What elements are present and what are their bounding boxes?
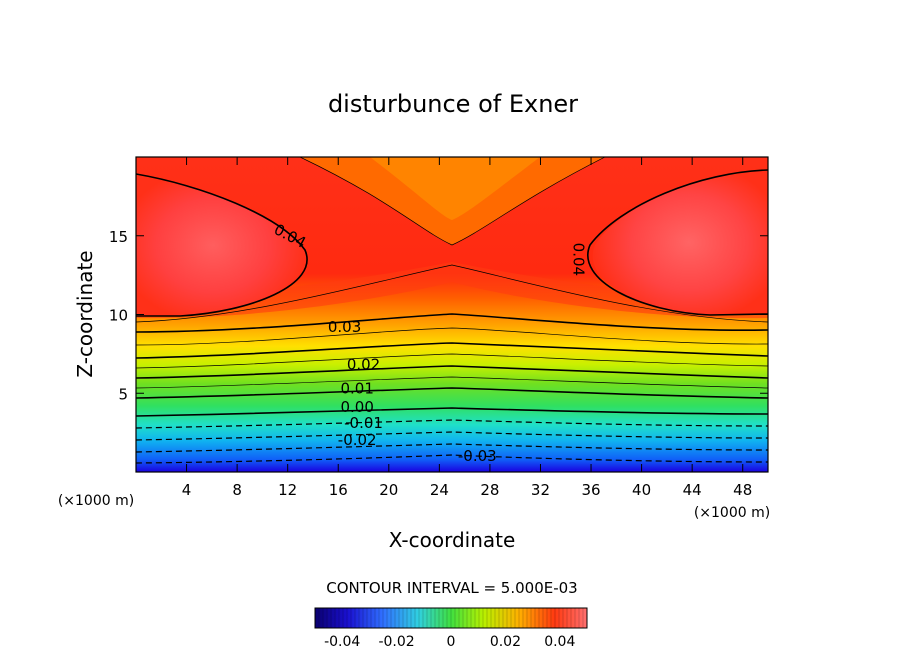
x-unit-label: (×1000 m): [58, 493, 134, 509]
contour-field: [136, 157, 768, 472]
x-tick-label: 28: [480, 481, 499, 499]
x-tick-label: 4: [182, 481, 192, 499]
y-unit-label: (×1000 m): [694, 505, 770, 521]
colorbar: -0.04 -0.02 0 0.02 0.04: [314, 607, 588, 650]
contour-label: -0.02: [338, 431, 377, 449]
x-tick-label: 40: [632, 481, 651, 499]
colorbar-tick-label: 0.02: [490, 634, 521, 650]
x-tick-label: 48: [733, 481, 752, 499]
contour-label: 0.02: [347, 356, 380, 374]
contour-label: 0.03: [328, 318, 361, 336]
x-tick-label: 36: [581, 481, 600, 499]
x-tick-label: 44: [683, 481, 702, 499]
x-tick-label: 32: [531, 481, 550, 499]
contour-interval-text: CONTOUR INTERVAL = 5.000E-03: [326, 579, 577, 597]
y-tick-label: 5: [118, 385, 128, 403]
colorbar-tick-label: -0.02: [378, 634, 414, 650]
contour-lines: [136, 157, 768, 464]
x-tick-label: 8: [232, 481, 242, 499]
contour-label: 0.00: [340, 398, 373, 416]
colorbar-tick-label: 0: [447, 634, 456, 650]
x-tick-label: 24: [430, 481, 449, 499]
y-tick-label: 10: [109, 307, 128, 325]
colorbar-tick-label: 0.04: [544, 634, 575, 650]
contour-label: -0.01: [344, 414, 383, 432]
x-tick-label: 12: [278, 481, 297, 499]
contour-label: 0.01: [340, 379, 373, 397]
x-tick-label: 20: [379, 481, 398, 499]
colorbar-tick-label: -0.04: [324, 634, 360, 650]
x-tick-label: 16: [329, 481, 348, 499]
chart-title: disturbunce of Exner: [328, 90, 578, 118]
y-axis-label: Z-coordinate: [73, 250, 97, 377]
contour-label: 0.04: [569, 243, 587, 276]
x-axis-label: X-coordinate: [389, 528, 516, 552]
contour-labels: 0.040.040.030.020.010.00-0.01-0.02-0.03: [271, 220, 587, 465]
y-tick-label: 15: [109, 228, 128, 246]
contour-label: -0.03: [458, 447, 497, 465]
